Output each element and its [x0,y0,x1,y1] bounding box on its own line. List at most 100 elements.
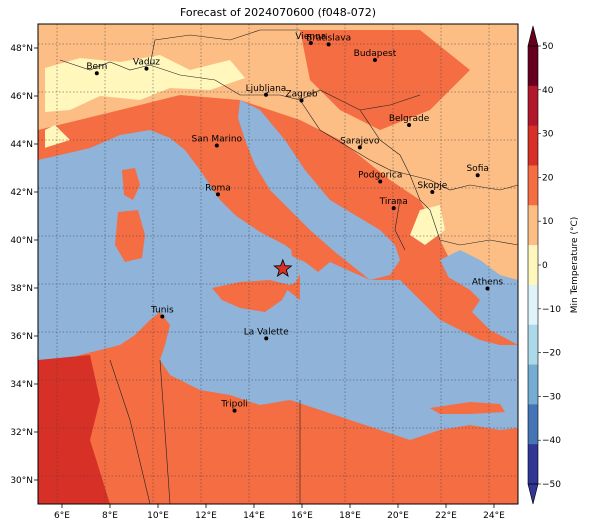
sea-west [38,160,155,365]
city-label: Sofia [466,164,488,174]
graticule [38,24,518,504]
city-dot [407,123,412,128]
city-label: Podgorica [358,170,402,180]
city-label: La Valette [244,327,289,337]
colorbar-tick-label: 20 [542,173,554,183]
city-dot [216,192,220,197]
city-label: Bern [86,62,107,72]
sicily [212,280,290,312]
lat-tick-label: 34°N [10,380,33,390]
colorbar-label: Min Temperature (°C) [570,217,580,314]
lon-tick-label: 10°E [147,511,169,521]
colorbar-tick-label: −30 [542,392,561,402]
band-0-10-alps [45,55,245,112]
colorbar-band [528,205,538,246]
city-label: Skopje [417,181,447,191]
city-dot [214,143,219,148]
peloponnese [420,278,480,320]
colorbar-band [528,46,538,87]
lon-tick-label: 12°E [195,511,217,521]
star-marker-icon [273,258,293,278]
colorbar-band [528,245,538,286]
city-label: Sarajevo [340,136,380,146]
sea-adriatic [238,100,400,280]
lat-tick-label: 30°N [10,476,33,486]
colorbar-tick-label: 10 [542,217,554,227]
city-dot [264,92,268,97]
lat-tick-label: 42°N [10,188,33,198]
lon-tick-label: 24°E [483,511,505,521]
lat-tick-label: 40°N [10,236,33,246]
city-dot [357,145,362,150]
country-borders [59,29,518,504]
sea-tyrrhenian [150,170,300,300]
colorbar-tick-label: −20 [542,349,561,359]
colorbar-tick-label: 30 [542,130,554,140]
colorbar-band [528,165,538,206]
lat-tick-label: 44°N [10,140,33,150]
city-label: Bratislava [306,33,351,43]
band-0-10-balkan [410,205,445,245]
colorbar-tick-label: −10 [542,305,561,315]
city-dot [308,40,313,45]
sea-aegean [440,250,518,345]
city-dot [232,408,237,413]
colorbar-top-extend [527,25,539,47]
city-dot [475,173,480,178]
north-africa [38,312,518,504]
calabria [290,240,330,272]
lon-tick-label: 8°E [102,511,118,521]
band-30-40-sahara-2 [38,355,110,504]
crete [430,402,505,414]
city-dot [264,336,269,341]
city-dot [372,58,377,62]
colorbar-tick-label: −40 [542,436,561,446]
city-dot [485,286,490,291]
colorbar-tick-label: 40 [542,86,554,96]
colorbar-band [528,125,538,166]
city-label: Zagreb [285,90,317,100]
city-label: Athens [472,277,503,287]
city-label: San Marino [192,134,243,144]
band-20-30-pannonia [300,30,470,130]
colorbar-bottom-extend [527,483,539,505]
city-label: Roma [205,183,231,193]
colorbar-band [528,404,538,445]
lon-tick-labels: 6°E 8°E 10°E 12°E 14°E 16°E 18°E 20°E 22°E 24°E [54,504,505,521]
lon-tick-label: 16°E [291,511,313,521]
city-dot [378,179,383,184]
city-label: Vienna [295,32,326,42]
colorbar-band [528,364,538,405]
city-dot [430,190,435,194]
city-label: Ljubljana [246,84,287,94]
lat-tick-label: 48°N [10,44,33,54]
colorbar-band [528,85,538,127]
city-label: Vaduz [133,58,160,68]
city-dot [94,71,99,76]
lon-tick-label: 22°E [435,511,457,521]
colorbar: 50 40 30 20 10 0 −10 −20 −30 −40 −50 Min Temperatur… [527,25,580,505]
city-label: Tunis [150,306,174,316]
colorbar-tick-label: 0 [542,261,548,271]
city-dot [299,98,304,103]
lat-tick-label: 32°N [10,428,33,438]
lat-tick-label: 36°N [10,332,33,342]
city-dot [391,206,396,211]
lat-tick-labels: 30°N 32°N 34°N 36°N 38°N 40°N 42°N 44°N 46°N 48°N [10,44,38,486]
map-frame [37,23,519,505]
city-dot [326,42,331,47]
lat-tick-label: 46°N [10,92,33,102]
colorbar-band [528,284,538,326]
colorbar-tick-label: 50 [542,42,554,52]
corsica [122,168,140,200]
map-title: Forecast of 2024070600 (f048-072) [179,6,377,19]
city-label: Belgrade [389,114,430,124]
lon-tick-label: 14°E [243,511,265,521]
lon-tick-label: 20°E [387,511,409,521]
city-dot [160,314,165,319]
lat-tick-label: 38°N [10,284,33,294]
city-dot [144,66,149,71]
colorbar-band [528,324,538,366]
